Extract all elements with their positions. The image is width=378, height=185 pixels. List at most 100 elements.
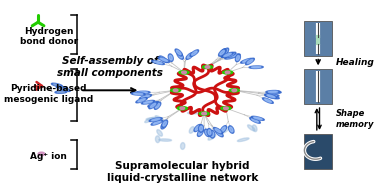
Ellipse shape: [227, 56, 235, 58]
Ellipse shape: [208, 134, 216, 140]
Ellipse shape: [155, 136, 160, 143]
Ellipse shape: [168, 54, 173, 61]
Ellipse shape: [254, 117, 262, 120]
Ellipse shape: [223, 71, 232, 74]
Ellipse shape: [266, 95, 279, 99]
Ellipse shape: [251, 116, 264, 120]
Ellipse shape: [220, 49, 226, 56]
Ellipse shape: [149, 118, 162, 122]
Ellipse shape: [187, 54, 192, 58]
Ellipse shape: [58, 87, 65, 88]
Ellipse shape: [221, 107, 231, 110]
Ellipse shape: [158, 57, 170, 62]
Ellipse shape: [160, 58, 168, 61]
Ellipse shape: [170, 89, 181, 92]
Ellipse shape: [200, 126, 203, 131]
Ellipse shape: [229, 89, 239, 92]
Ellipse shape: [141, 95, 150, 98]
Ellipse shape: [221, 50, 228, 57]
Ellipse shape: [241, 58, 253, 63]
Ellipse shape: [187, 112, 200, 114]
Ellipse shape: [218, 49, 226, 56]
Ellipse shape: [148, 102, 158, 107]
Ellipse shape: [225, 55, 237, 59]
Ellipse shape: [131, 92, 145, 95]
Ellipse shape: [227, 54, 240, 58]
Ellipse shape: [236, 56, 240, 60]
Ellipse shape: [177, 107, 187, 110]
Ellipse shape: [248, 125, 255, 131]
Ellipse shape: [154, 102, 161, 109]
Ellipse shape: [199, 112, 209, 115]
Ellipse shape: [159, 139, 172, 141]
Ellipse shape: [51, 83, 62, 87]
Ellipse shape: [55, 91, 67, 93]
Ellipse shape: [186, 53, 194, 59]
Ellipse shape: [229, 126, 234, 133]
Ellipse shape: [251, 119, 259, 122]
Ellipse shape: [181, 143, 185, 149]
Ellipse shape: [161, 57, 166, 61]
Ellipse shape: [205, 66, 210, 68]
Ellipse shape: [133, 93, 143, 95]
Ellipse shape: [53, 84, 60, 86]
Ellipse shape: [163, 121, 167, 126]
Text: Self-assembly of
small components: Self-assembly of small components: [57, 56, 163, 78]
Ellipse shape: [182, 71, 186, 74]
Ellipse shape: [246, 58, 254, 65]
Ellipse shape: [265, 94, 279, 97]
Ellipse shape: [223, 49, 228, 54]
Ellipse shape: [268, 96, 277, 98]
Ellipse shape: [162, 120, 167, 127]
Ellipse shape: [157, 130, 163, 136]
Ellipse shape: [215, 130, 223, 137]
Text: Shape
memory: Shape memory: [336, 109, 374, 129]
Ellipse shape: [178, 53, 182, 58]
Ellipse shape: [155, 116, 164, 121]
Ellipse shape: [229, 127, 233, 132]
Ellipse shape: [150, 103, 156, 108]
Ellipse shape: [145, 117, 154, 123]
Ellipse shape: [138, 92, 148, 93]
Ellipse shape: [222, 51, 226, 56]
Ellipse shape: [177, 52, 183, 59]
Ellipse shape: [149, 102, 157, 109]
Text: Hydrogen
bond donor: Hydrogen bond donor: [20, 27, 78, 46]
Ellipse shape: [268, 91, 277, 93]
Ellipse shape: [179, 71, 189, 74]
Ellipse shape: [154, 61, 162, 64]
Ellipse shape: [223, 107, 228, 110]
Ellipse shape: [249, 66, 263, 68]
Ellipse shape: [136, 91, 150, 94]
Ellipse shape: [38, 152, 45, 156]
Ellipse shape: [151, 120, 163, 125]
Text: Supramolecular hybrid
liquid-crystalline network: Supramolecular hybrid liquid-crystalline…: [107, 161, 258, 183]
Ellipse shape: [141, 100, 155, 104]
Ellipse shape: [202, 112, 206, 115]
Ellipse shape: [177, 50, 181, 55]
Ellipse shape: [217, 131, 222, 136]
Ellipse shape: [265, 94, 277, 98]
Ellipse shape: [222, 52, 233, 57]
Ellipse shape: [267, 95, 275, 98]
Ellipse shape: [250, 118, 260, 123]
Ellipse shape: [169, 55, 172, 60]
Text: Pyridine-based
mesogenic ligand: Pyridine-based mesogenic ligand: [4, 84, 93, 104]
Ellipse shape: [60, 87, 70, 91]
Ellipse shape: [224, 53, 231, 57]
Ellipse shape: [235, 54, 240, 62]
FancyBboxPatch shape: [304, 69, 332, 104]
Ellipse shape: [175, 49, 182, 56]
Ellipse shape: [197, 129, 203, 136]
Ellipse shape: [62, 88, 68, 91]
Ellipse shape: [144, 101, 152, 103]
Ellipse shape: [214, 127, 223, 134]
Ellipse shape: [57, 91, 65, 93]
Text: Healing: Healing: [336, 58, 375, 67]
FancyBboxPatch shape: [304, 21, 332, 56]
Ellipse shape: [199, 125, 203, 132]
Ellipse shape: [189, 127, 194, 133]
Ellipse shape: [266, 90, 280, 93]
Ellipse shape: [162, 123, 166, 128]
Ellipse shape: [146, 117, 159, 120]
